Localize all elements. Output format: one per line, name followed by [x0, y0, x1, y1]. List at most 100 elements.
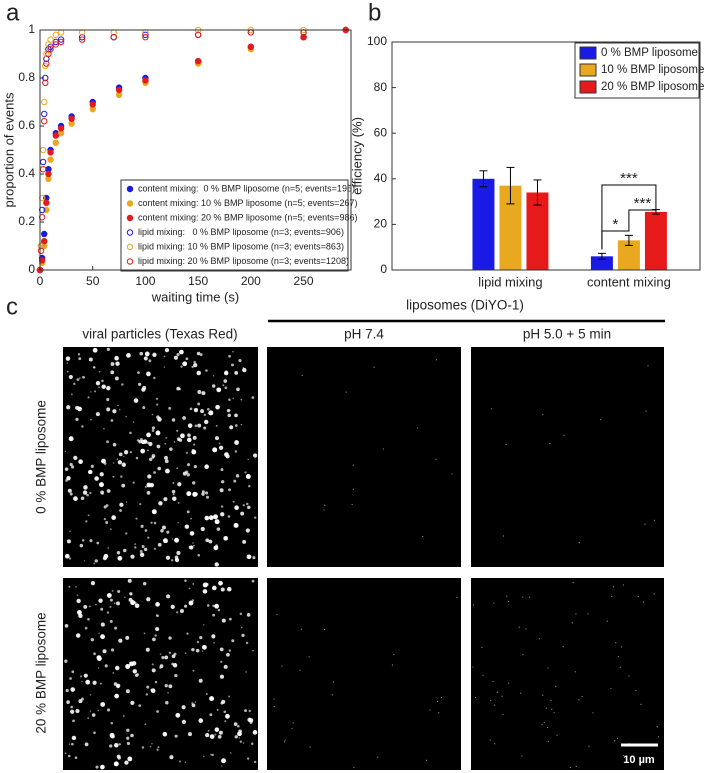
particle: [438, 712, 440, 714]
particle: [635, 690, 637, 692]
particle: [610, 687, 612, 690]
column-title: pH 5.0 + 5 min: [523, 327, 611, 342]
particle: [99, 472, 104, 477]
particle: [219, 647, 224, 652]
data-point: [52, 31, 60, 38]
particle: [130, 593, 133, 596]
particle: [137, 371, 140, 374]
data-point: [37, 247, 45, 255]
particle: [157, 746, 160, 749]
particle: [225, 713, 230, 719]
particle: [77, 406, 82, 412]
particle: [203, 624, 205, 626]
particle: [130, 733, 134, 738]
particle: [331, 694, 333, 696]
particle: [68, 743, 71, 745]
micrograph: [471, 347, 664, 567]
particle: [87, 514, 90, 517]
particle: [90, 464, 94, 468]
particle: [164, 442, 167, 445]
particle: [176, 467, 179, 470]
data-point: [42, 79, 49, 87]
particle: [132, 481, 135, 484]
bar: [526, 192, 549, 270]
particle: [472, 666, 474, 668]
particle: [112, 442, 117, 447]
particle: [85, 679, 91, 685]
y-axis-label: proportion of events: [1, 92, 16, 207]
particle: [151, 413, 154, 416]
particle: [133, 398, 139, 403]
particle: [193, 443, 196, 446]
particle: [165, 555, 171, 560]
particle: [123, 450, 129, 455]
particle: [121, 483, 126, 488]
data-point: [57, 36, 65, 43]
particle: [199, 636, 203, 640]
particle: [176, 611, 179, 614]
particle: [214, 519, 220, 525]
particle: [556, 734, 558, 736]
particle: [196, 370, 201, 376]
particle: [125, 501, 128, 503]
particle: [153, 471, 156, 474]
particle: [101, 379, 104, 383]
particle: [142, 385, 147, 390]
particle: [107, 547, 109, 549]
particle: [71, 742, 74, 746]
particle: [232, 500, 235, 503]
particle: [522, 596, 524, 598]
particle: [205, 732, 210, 738]
particle: [226, 586, 232, 592]
particle: [146, 449, 149, 452]
particle: [244, 471, 247, 474]
particle: [194, 424, 198, 428]
particle: [186, 632, 189, 635]
particle: [81, 680, 83, 683]
particle: [100, 702, 106, 707]
particle: [112, 475, 115, 478]
particle: [126, 352, 131, 358]
particle: [190, 517, 193, 520]
particle: [186, 510, 190, 514]
particle: [239, 612, 243, 616]
particle: [233, 522, 239, 528]
particle: [76, 594, 79, 596]
legend: [120, 179, 349, 272]
particle: [204, 464, 209, 470]
particle: [493, 602, 495, 604]
data-point: [47, 46, 54, 53]
particle: [276, 614, 278, 616]
particle: [68, 436, 74, 442]
particle: [518, 626, 520, 628]
particle: [214, 727, 220, 732]
data-point: [41, 238, 48, 245]
particle: [103, 462, 107, 465]
particle: [106, 592, 112, 598]
particle: [118, 743, 121, 746]
particle: [116, 684, 120, 689]
particle: [147, 536, 150, 539]
particle: [66, 362, 69, 364]
particle: [187, 423, 193, 428]
particle: [83, 604, 88, 609]
particle: [171, 538, 174, 540]
particle: [88, 469, 93, 475]
data-point: [43, 60, 50, 67]
particle: [197, 553, 201, 557]
particle: [96, 655, 102, 661]
particle: [640, 703, 642, 705]
particle: [472, 604, 474, 606]
axes-frame: [391, 41, 701, 271]
particle: [232, 397, 235, 400]
particle: [352, 464, 354, 466]
particle: [138, 382, 142, 386]
particle: [193, 362, 198, 368]
particle: [116, 458, 119, 460]
particle: [251, 396, 255, 399]
panel-label: c: [6, 293, 18, 320]
particle: [252, 453, 258, 458]
particle: [191, 703, 196, 708]
particle: [88, 357, 93, 362]
legend-marker: [126, 214, 134, 222]
